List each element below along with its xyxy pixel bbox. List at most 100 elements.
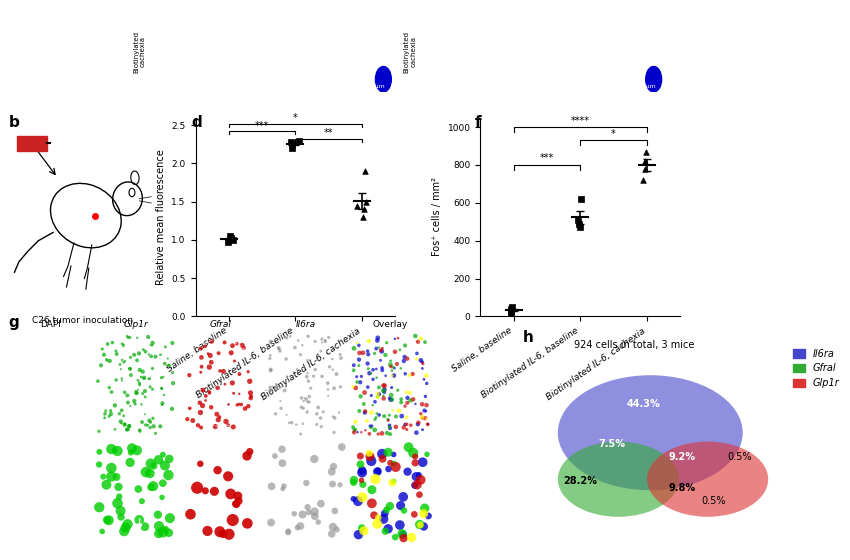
Point [417, 522, 431, 531]
Point [121, 333, 134, 342]
Text: AP: AP [235, 15, 245, 24]
Point [264, 366, 277, 375]
Point [366, 365, 380, 374]
Point [398, 420, 411, 429]
Point [162, 528, 176, 537]
Point [118, 357, 132, 366]
Point [311, 403, 325, 412]
Point [292, 336, 305, 345]
Point [394, 364, 407, 373]
Point [167, 379, 180, 388]
Ellipse shape [558, 442, 679, 517]
Point [103, 383, 116, 392]
Point [117, 358, 131, 367]
Point [378, 527, 392, 536]
Point [144, 459, 157, 468]
Point [352, 341, 366, 350]
Point [308, 455, 321, 464]
Point [375, 363, 388, 372]
Point [147, 422, 161, 431]
Point [354, 378, 367, 387]
Point [130, 446, 144, 455]
Text: d: d [191, 115, 202, 130]
Point [371, 513, 385, 522]
Point [358, 388, 371, 397]
Point [114, 417, 128, 426]
Point [368, 397, 382, 406]
Point [350, 372, 364, 381]
Point [231, 492, 245, 501]
Point [391, 334, 405, 343]
Point [110, 499, 124, 508]
Point [412, 470, 426, 479]
Point [374, 356, 388, 365]
Point [116, 340, 130, 349]
Point [365, 499, 378, 508]
Point [315, 334, 329, 343]
Point [226, 235, 240, 244]
Point [409, 332, 422, 340]
Point [102, 412, 116, 421]
Text: 0.5%: 0.5% [728, 452, 751, 462]
Point [196, 401, 209, 410]
Point [296, 419, 309, 428]
Point [377, 381, 390, 390]
Point [414, 334, 428, 343]
Text: ***: *** [255, 120, 269, 130]
Point [244, 388, 258, 397]
Point [180, 414, 194, 423]
Point [303, 398, 316, 407]
Point [370, 409, 383, 418]
Point [156, 372, 170, 381]
Point [416, 400, 429, 409]
Point [227, 389, 241, 398]
Ellipse shape [647, 442, 768, 517]
Point [133, 426, 146, 435]
Point [382, 410, 396, 419]
Point [154, 422, 167, 431]
Point [156, 399, 169, 408]
Point [351, 201, 365, 210]
Point [363, 430, 377, 438]
Point [362, 337, 376, 346]
Point [202, 389, 216, 398]
Text: Biotinylated
cachexia: Biotinylated cachexia [403, 31, 416, 73]
Point [308, 507, 321, 516]
Text: 100 μm: 100 μm [361, 84, 385, 89]
Point [417, 406, 431, 415]
Point [133, 366, 146, 375]
Point [291, 523, 304, 532]
Point [103, 357, 116, 366]
Point [404, 421, 417, 430]
Point [411, 418, 425, 427]
Point [376, 454, 389, 463]
Point [384, 395, 398, 404]
Point [411, 480, 424, 489]
Point [135, 497, 149, 506]
Point [301, 368, 314, 377]
Point [385, 383, 399, 392]
Point [232, 389, 246, 398]
Point [304, 384, 318, 393]
Point [311, 517, 325, 526]
Point [194, 344, 207, 353]
Point [417, 375, 431, 384]
Point [365, 422, 378, 431]
Text: ****: **** [570, 115, 590, 125]
Point [203, 351, 217, 360]
Point [420, 379, 434, 388]
Point [141, 333, 155, 342]
Point [370, 373, 383, 382]
Point [335, 442, 348, 451]
Point [361, 382, 375, 391]
Point [124, 371, 138, 380]
Point [131, 376, 145, 385]
Point [211, 384, 224, 393]
Point [243, 377, 257, 386]
Point [284, 332, 298, 340]
Point [359, 407, 372, 416]
Point [273, 347, 286, 356]
Point [347, 475, 360, 484]
Point [347, 344, 360, 353]
Point [272, 344, 286, 353]
